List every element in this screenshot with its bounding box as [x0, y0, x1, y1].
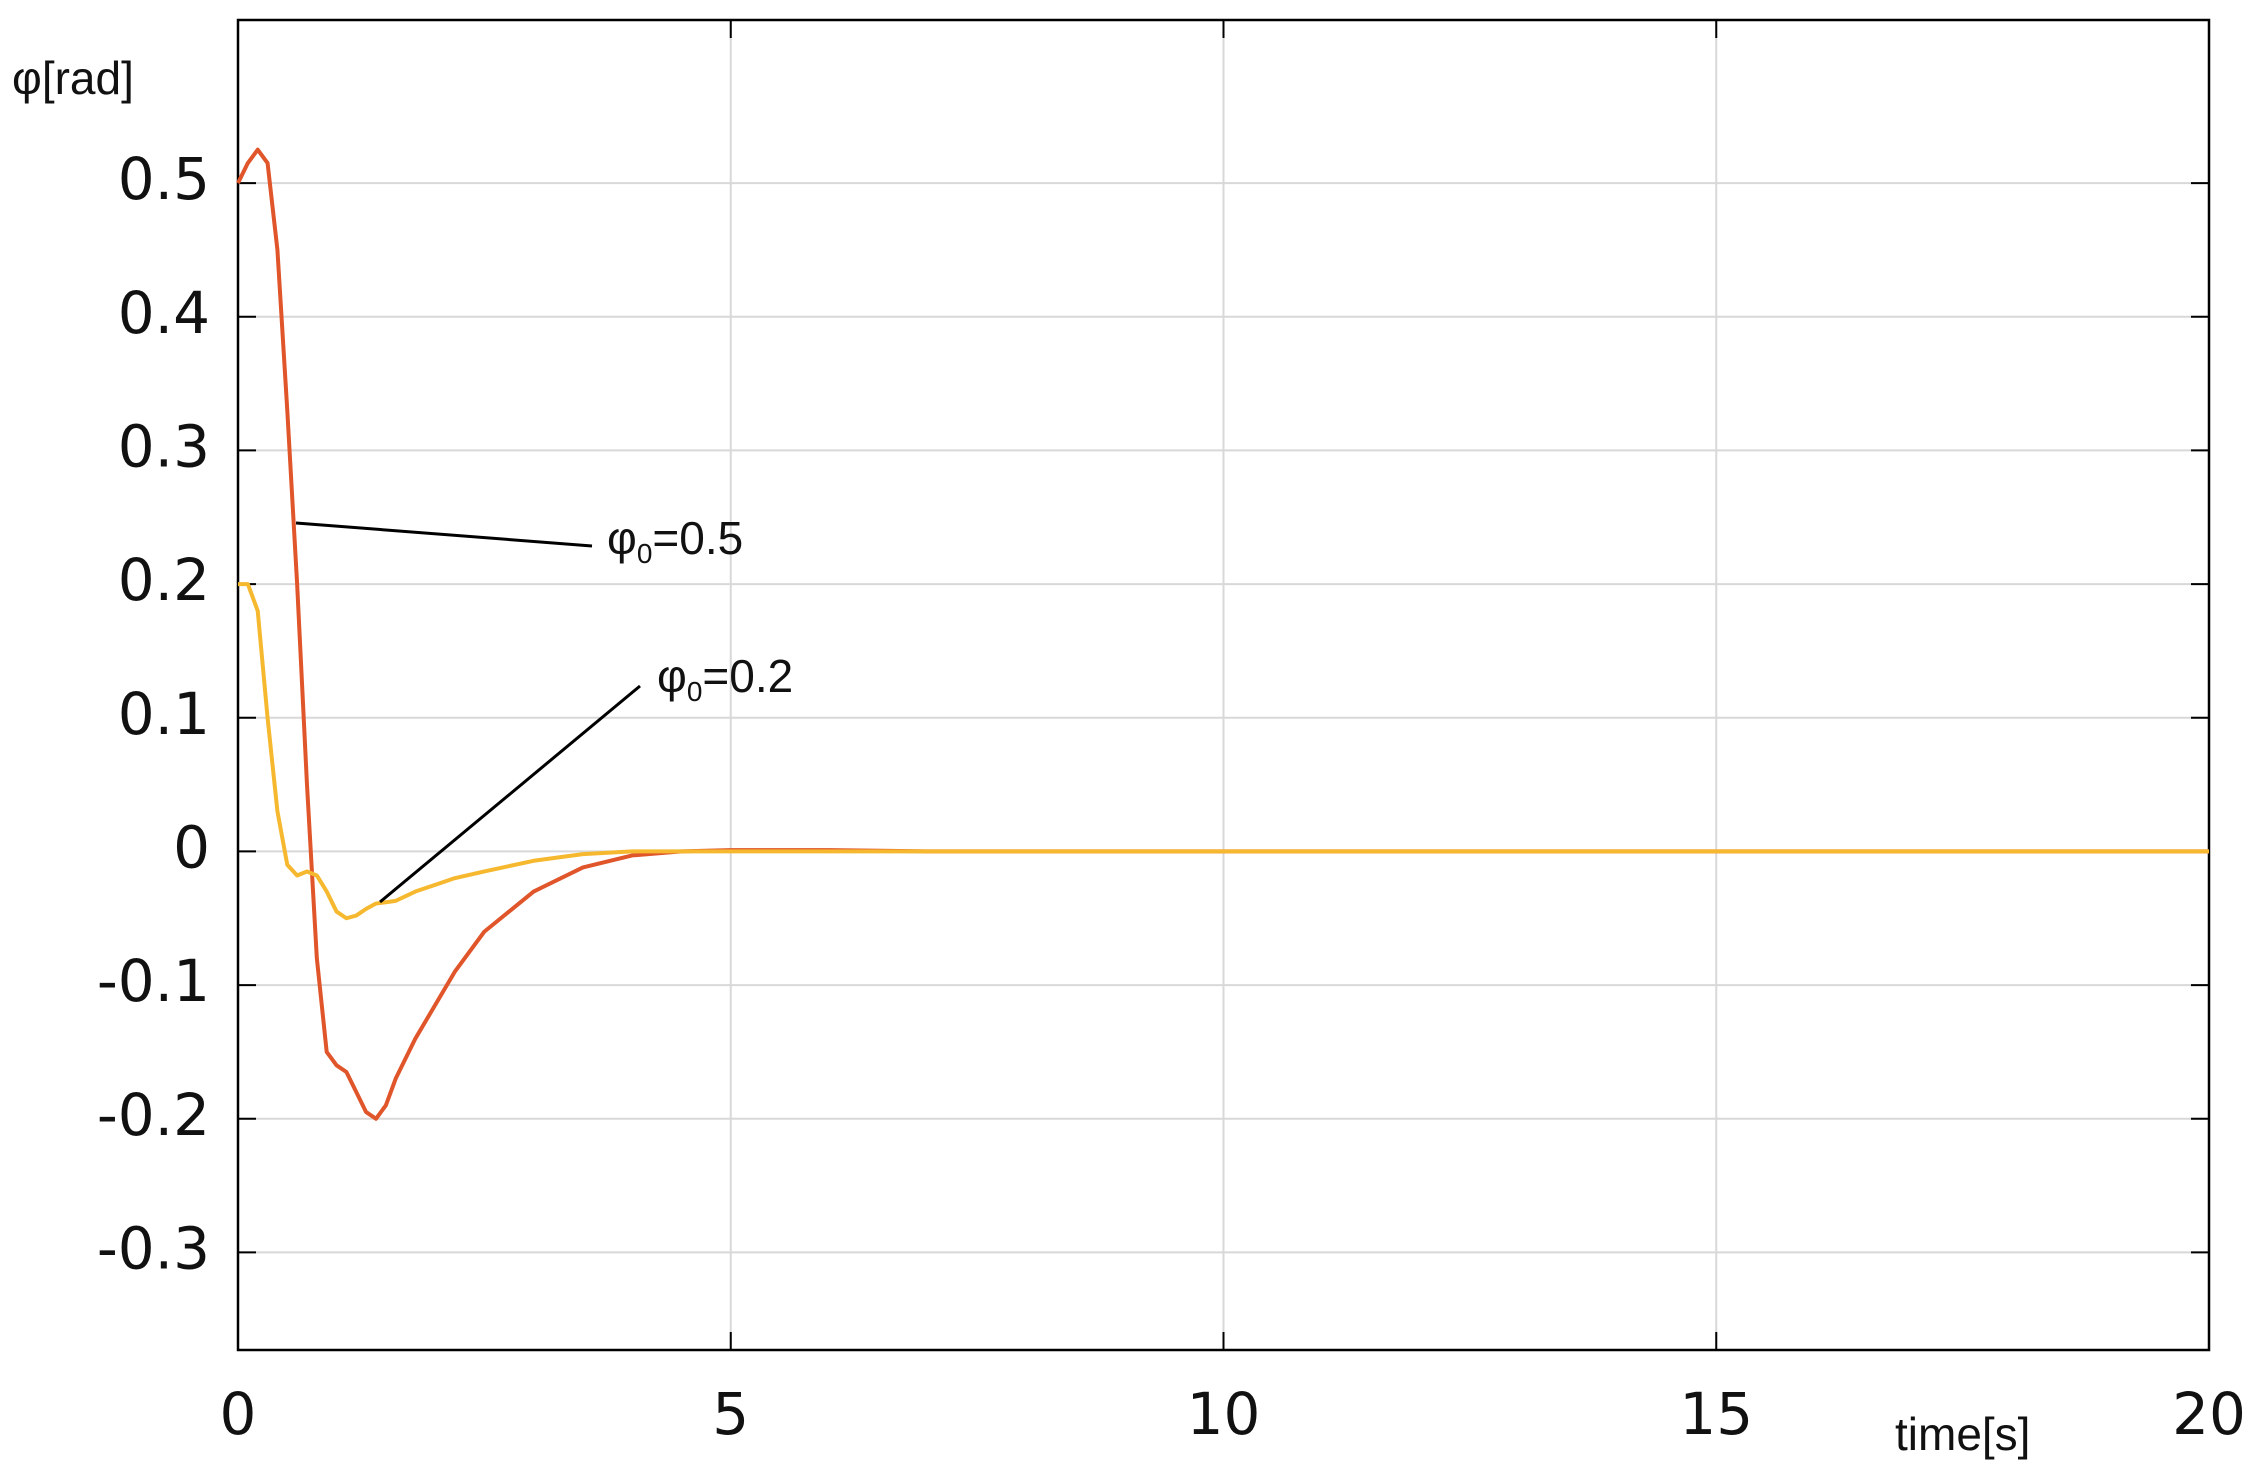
data-line — [238, 582, 2209, 921]
annotation: φ0=0.2 — [657, 650, 793, 707]
x-tick-label: 0 — [220, 1380, 257, 1448]
annotation-text: =0.5 — [652, 512, 743, 564]
y-tick-label: 0.4 — [118, 279, 210, 347]
y-tick-label: 0.5 — [118, 145, 210, 213]
x-axis-label: time[s] — [1895, 1408, 2030, 1460]
annotation-line — [379, 684, 641, 904]
y-tick-label: -0.1 — [97, 947, 210, 1015]
y-tick-label: -0.2 — [97, 1081, 210, 1149]
x-tick-label: 20 — [2172, 1380, 2246, 1448]
y-tick-label: 0.1 — [118, 680, 210, 748]
annotation-symbol: φ — [607, 512, 637, 564]
annotation-text: =0.2 — [702, 650, 793, 702]
annotation-symbol: φ — [657, 650, 687, 702]
x-tick-label: 15 — [1679, 1380, 1753, 1448]
y-axis-label: φ[rad] — [12, 52, 134, 104]
y-tick-label: 0.3 — [118, 413, 210, 481]
y-tick-label: 0.2 — [118, 546, 210, 614]
y-tick-label: 0 — [173, 814, 210, 882]
x-tick-label: 5 — [712, 1380, 749, 1448]
plot-frame — [236, 18, 2211, 1352]
annotation-line — [295, 521, 593, 548]
x-tick-label: 10 — [1187, 1380, 1261, 1448]
annotation-subscript: 0 — [687, 676, 703, 707]
annotation-subscript: 0 — [637, 538, 653, 569]
y-tick-label: -0.3 — [97, 1215, 210, 1283]
annotation: φ0=0.5 — [607, 512, 743, 569]
